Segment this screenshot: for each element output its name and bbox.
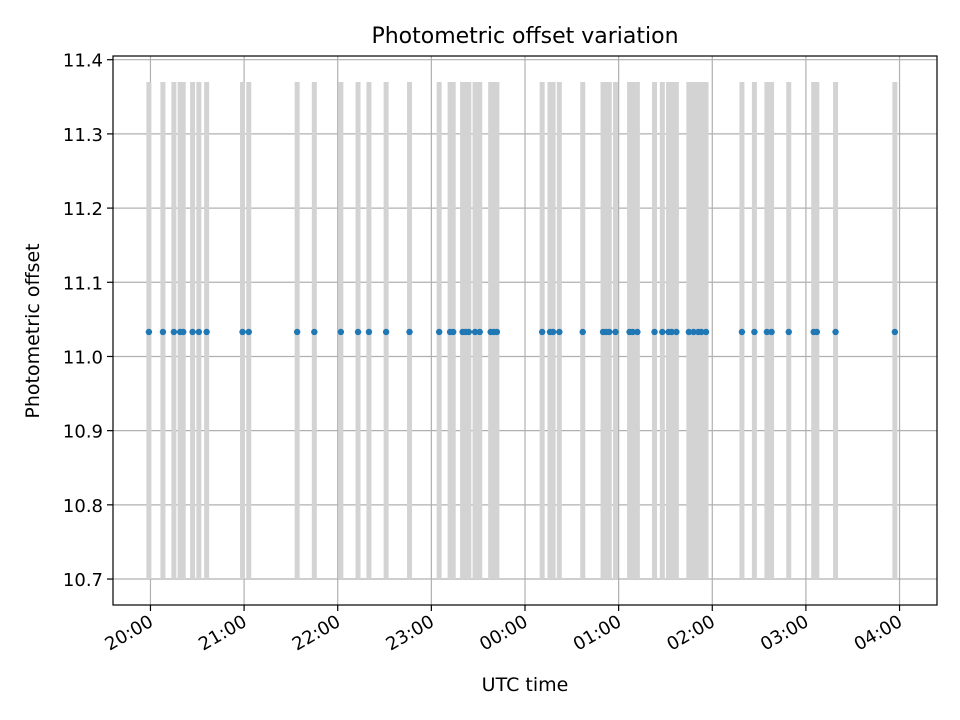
data-point — [556, 328, 563, 336]
y-tick-label: 10.7 — [63, 570, 103, 591]
y-tick-label: 11.1 — [63, 273, 103, 294]
data-point — [476, 328, 483, 336]
x-tick-label: 22:00 — [289, 611, 344, 655]
data-point — [365, 328, 373, 336]
data-point — [738, 328, 746, 336]
x-tick-label: 21:00 — [195, 611, 250, 655]
data-point — [195, 328, 203, 336]
data-point — [579, 328, 586, 336]
data-point — [382, 328, 390, 336]
x-tick-label: 23:00 — [382, 611, 437, 655]
data-point — [549, 328, 557, 336]
data-point — [768, 328, 775, 336]
chart-title: Photometric offset variation — [371, 24, 678, 49]
data-point — [180, 328, 187, 336]
data-point — [435, 328, 443, 336]
data-point — [493, 328, 501, 336]
x-axis-ticks: 20:00 21:00 22:00 23:00 00:00 01:00 02:00 03:00… — [102, 605, 906, 655]
data-point — [698, 328, 705, 336]
data-point — [203, 328, 210, 336]
data-point — [337, 328, 345, 336]
data-point — [832, 328, 839, 336]
data-point — [763, 328, 771, 336]
x-tick-label: 01:00 — [570, 611, 625, 655]
data-point — [673, 328, 680, 336]
y-axis-label: Photometric offset — [22, 243, 44, 418]
data-point — [189, 328, 196, 336]
data-point — [450, 328, 457, 336]
data-point — [668, 328, 675, 336]
data-point — [634, 328, 641, 336]
data-point — [685, 328, 693, 336]
data-point — [702, 328, 710, 336]
data-point — [406, 328, 413, 336]
data-points — [145, 328, 899, 336]
y-tick-label: 10.8 — [63, 496, 103, 517]
data-point — [785, 328, 792, 336]
data-point — [606, 328, 613, 336]
data-point — [170, 328, 178, 336]
x-tick-label: 04:00 — [851, 611, 906, 655]
y-tick-label: 10.9 — [63, 422, 103, 443]
x-tick-label: 00:00 — [476, 611, 531, 655]
x-tick-label: 02:00 — [663, 611, 718, 655]
x-axis-label: UTC time — [482, 674, 569, 696]
data-point — [159, 328, 167, 336]
data-point — [751, 328, 758, 336]
data-point — [311, 328, 318, 336]
y-tick-label: 11.3 — [63, 125, 103, 146]
data-point — [239, 328, 246, 336]
data-point — [145, 328, 153, 336]
y-tick-label: 11.2 — [63, 199, 103, 220]
data-point — [293, 328, 301, 336]
data-point — [471, 328, 479, 336]
data-point — [354, 328, 362, 336]
y-axis-ticks: 10.7 10.8 10.9 11.0 11.1 11.2 11.3 11.4 — [63, 51, 113, 591]
data-point — [813, 328, 821, 336]
data-point — [538, 328, 546, 336]
data-point — [690, 328, 697, 336]
x-tick-label: 03:00 — [757, 611, 812, 655]
data-point — [245, 328, 252, 336]
data-point — [612, 328, 619, 336]
data-point — [651, 328, 658, 336]
data-point — [465, 328, 473, 336]
data-point — [659, 328, 666, 336]
y-tick-label: 11.4 — [63, 51, 103, 72]
y-tick-label: 11.0 — [63, 347, 103, 368]
data-point — [629, 328, 636, 336]
x-tick-label: 20:00 — [102, 611, 157, 655]
data-point — [891, 328, 899, 336]
